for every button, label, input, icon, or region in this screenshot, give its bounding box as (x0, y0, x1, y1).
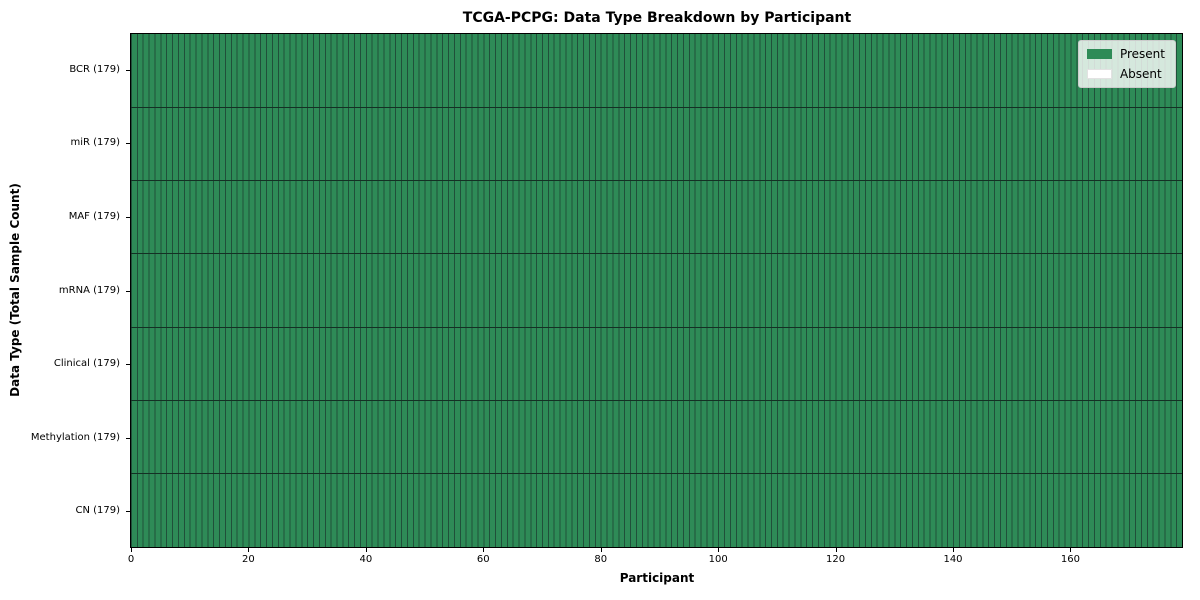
row-divider (131, 106, 1182, 108)
y-tick-mark (126, 143, 130, 145)
legend-label-absent: Absent (1119, 67, 1162, 81)
legend-item-absent: Absent (1086, 67, 1165, 81)
x-tick-mark (365, 548, 367, 552)
x-tick-mark (483, 548, 485, 552)
y-tick-mark (126, 69, 130, 71)
legend-swatch-absent (1086, 69, 1112, 79)
legend-item-present: Present (1086, 47, 1165, 61)
y-tick-label: miR (179) (70, 137, 120, 149)
x-tick-mark (600, 548, 602, 552)
cell-grid-lines (131, 34, 1182, 547)
y-tick-mark (126, 364, 130, 366)
x-tick-mark (131, 548, 132, 552)
x-tick-mark (248, 548, 250, 552)
row-divider (131, 399, 1182, 401)
y-tick-label: MAF (179) (68, 210, 120, 222)
y-tick-mark (126, 511, 130, 513)
legend-label-present: Present (1119, 47, 1165, 61)
row-divider (131, 326, 1182, 328)
x-axis-title: Participant (619, 571, 695, 585)
x-tick-label: 60 (476, 554, 490, 565)
x-tick-label: 20 (242, 554, 255, 565)
x-tick-label: 120 (826, 554, 846, 565)
y-tick-mark (126, 290, 130, 292)
x-tick-label: 80 (594, 554, 608, 565)
chart-title: TCGA-PCPG: Data Type Breakdown by Partic… (462, 10, 852, 26)
legend: Present Absent (1077, 40, 1176, 88)
x-tick-label: 140 (943, 554, 963, 565)
x-tick-mark (953, 548, 954, 552)
y-tick-label: Clinical (179) (53, 358, 120, 370)
x-tick-label: 160 (1060, 554, 1080, 565)
x-tick-mark (835, 548, 837, 552)
y-tick-mark (126, 437, 130, 439)
row-divider (131, 253, 1182, 255)
row-divider (131, 473, 1182, 475)
x-tick-mark (1070, 548, 1072, 552)
row-divider (131, 180, 1182, 182)
x-tick-label: 0 (127, 554, 135, 565)
x-tick-mark (718, 548, 720, 552)
legend-swatch-present (1086, 49, 1112, 59)
y-tick-mark (126, 216, 130, 218)
y-tick-label: CN (179) (75, 505, 120, 517)
plot-area: Present Absent (130, 33, 1183, 548)
x-tick-label: 100 (708, 554, 728, 565)
y-tick-label: Methylation (179) (30, 431, 120, 443)
y-tick-label: mRNA (179) (58, 284, 120, 296)
y-tick-label: BCR (179) (69, 63, 120, 75)
x-tick-label: 40 (359, 554, 373, 565)
